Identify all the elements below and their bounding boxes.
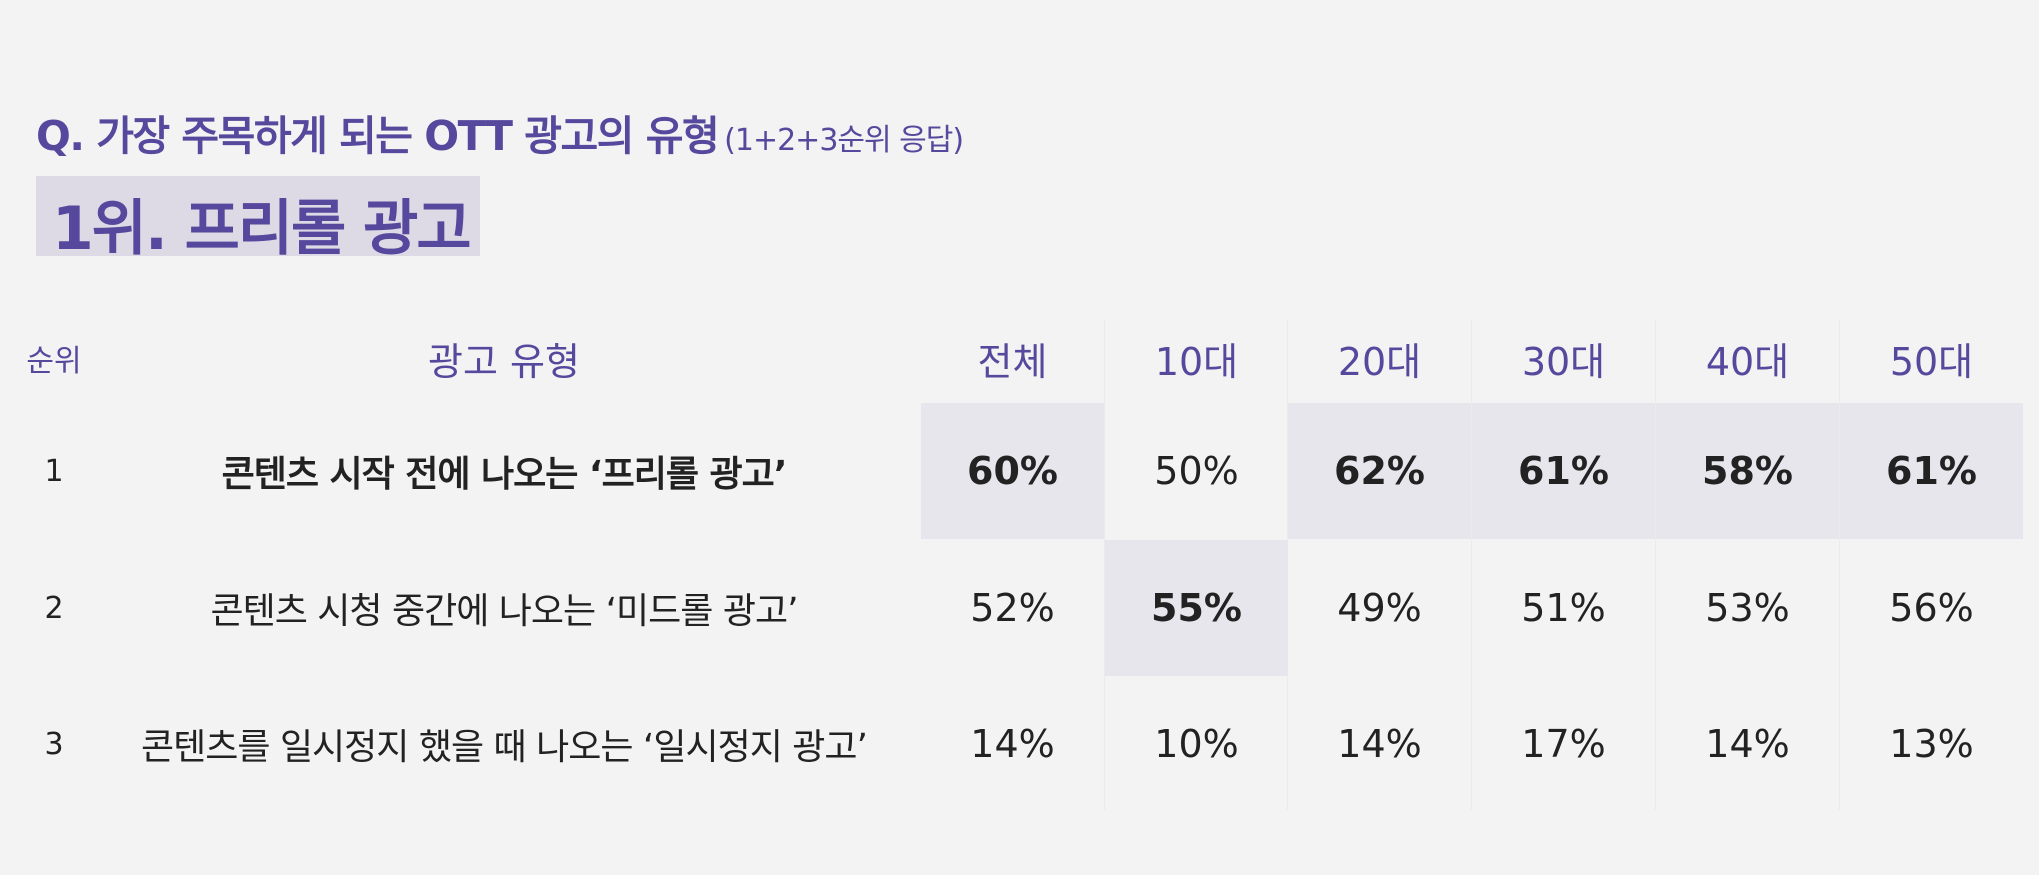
column-header: 50대 xyxy=(1889,339,1974,384)
value-cell: 14% xyxy=(970,722,1055,766)
value-cell: 10% xyxy=(1154,722,1239,766)
column-header: 30대 xyxy=(1521,339,1606,384)
column-divider xyxy=(1471,320,1472,810)
value-cell: 62% xyxy=(1288,403,1471,539)
value-cell: 52% xyxy=(970,586,1055,630)
value-cell: 49% xyxy=(1337,586,1422,630)
rank-cell: 3 xyxy=(44,726,64,762)
value-cell: 55% xyxy=(1105,540,1288,676)
value-cell: 13% xyxy=(1889,722,1974,766)
value-cell: 17% xyxy=(1521,722,1606,766)
column-header: 40대 xyxy=(1705,339,1790,384)
value-cell: 56% xyxy=(1889,586,1974,630)
column-divider xyxy=(1839,320,1840,810)
column-header: 10대 xyxy=(1154,339,1239,384)
top-rank-banner: 1위. 프리롤 광고 xyxy=(36,176,480,264)
value-cell: 61% xyxy=(1840,403,2023,539)
ad-type-cell: 콘텐츠 시작 전에 나오는 ‘프리롤 광고’ xyxy=(221,454,788,495)
column-divider xyxy=(1655,320,1656,810)
value-cell: 14% xyxy=(1337,722,1422,766)
value-cell: 14% xyxy=(1705,722,1790,766)
column-header: 20대 xyxy=(1337,339,1422,384)
ad-type-cell: 콘텐츠 시청 중간에 나오는 ‘미드롤 광고’ xyxy=(210,591,798,632)
rank-cell: 1 xyxy=(44,453,64,489)
column-header: 전체 xyxy=(977,339,1048,384)
question-text: Q. 가장 주목하게 되는 OTT 광고의 유형 xyxy=(36,112,720,160)
column-header: 광고 유형 xyxy=(428,339,580,384)
value-cell: 50% xyxy=(1154,449,1239,493)
column-header: 순위 xyxy=(26,344,82,379)
value-cell: 53% xyxy=(1705,586,1790,630)
ad-type-cell: 콘텐츠를 일시정지 했을 때 나오는 ‘일시정지 광고’ xyxy=(141,727,868,768)
question-note: (1+2+3순위 응답) xyxy=(724,123,964,158)
column-divider xyxy=(1104,320,1105,810)
value-cell: 61% xyxy=(1472,403,1655,539)
question-title: Q. 가장 주목하게 되는 OTT 광고의 유형 (1+2+3순위 응답) xyxy=(36,102,964,162)
value-cell: 60% xyxy=(921,403,1104,539)
top-rank-label: 1위. 프리롤 광고 xyxy=(52,194,472,264)
rank-cell: 2 xyxy=(44,590,64,626)
value-cell: 51% xyxy=(1521,586,1606,630)
value-cell: 58% xyxy=(1656,403,1839,539)
